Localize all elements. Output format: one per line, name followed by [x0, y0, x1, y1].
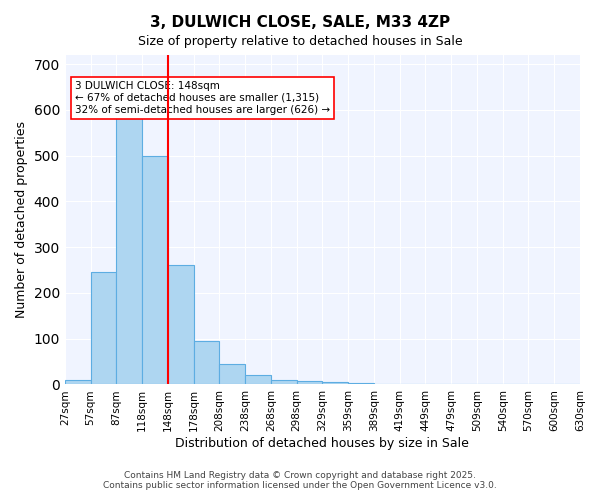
Bar	[65, 380, 91, 384]
Bar	[296, 381, 322, 384]
Text: Size of property relative to detached houses in Sale: Size of property relative to detached ho…	[137, 35, 463, 48]
X-axis label: Distribution of detached houses by size in Sale: Distribution of detached houses by size …	[175, 437, 469, 450]
Text: 3 DULWICH CLOSE: 148sqm
← 67% of detached houses are smaller (1,315)
32% of semi: 3 DULWICH CLOSE: 148sqm ← 67% of detache…	[75, 82, 330, 114]
Bar	[142, 156, 168, 384]
Bar	[168, 266, 194, 384]
Bar	[245, 376, 271, 384]
Text: Contains HM Land Registry data © Crown copyright and database right 2025.
Contai: Contains HM Land Registry data © Crown c…	[103, 470, 497, 490]
Bar	[91, 272, 116, 384]
Bar	[322, 382, 348, 384]
Bar	[116, 101, 142, 384]
Y-axis label: Number of detached properties: Number of detached properties	[15, 121, 28, 318]
Bar	[348, 383, 374, 384]
Text: 3, DULWICH CLOSE, SALE, M33 4ZP: 3, DULWICH CLOSE, SALE, M33 4ZP	[150, 15, 450, 30]
Bar	[220, 364, 245, 384]
Bar	[194, 341, 220, 384]
Bar	[271, 380, 296, 384]
